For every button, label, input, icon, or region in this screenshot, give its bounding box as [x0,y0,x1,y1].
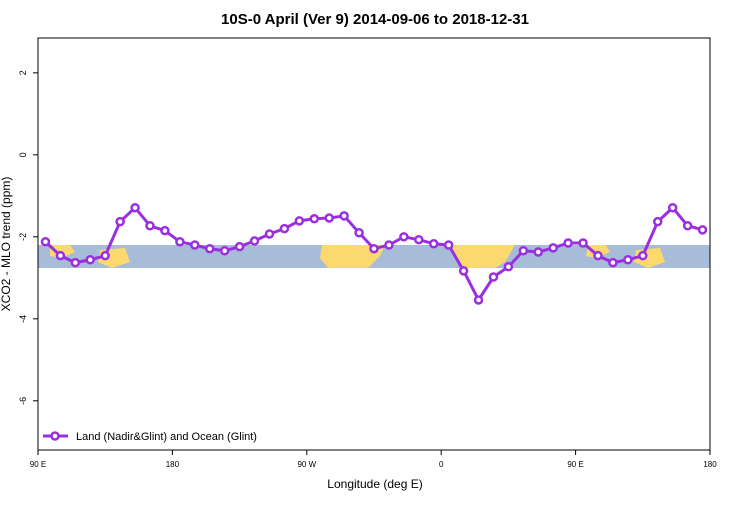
x-tick-label: 180 [703,460,717,469]
point [175,236,185,247]
point [190,240,200,250]
point [354,227,364,238]
point [623,255,633,265]
y-tick-label: -4 [18,315,28,323]
legend-marker [50,431,60,441]
point [145,221,155,231]
point [100,250,110,261]
point [70,257,81,268]
x-tick-label: 180 [166,460,180,469]
point [85,255,96,265]
point [458,266,469,276]
point [533,247,544,257]
x-tick-label: 90 W [297,460,316,469]
point [40,236,51,247]
plot-frame [37,37,711,451]
point [488,272,499,282]
point [563,238,573,248]
point [279,223,290,234]
point [55,250,66,261]
land [50,245,130,268]
point [339,211,349,221]
x-tick-label: 0 [439,460,444,469]
point [414,234,424,245]
point [608,257,618,268]
point [578,238,588,248]
point [219,246,230,256]
y-tick-label: 0 [18,152,28,157]
point [309,214,320,224]
point [249,236,260,246]
legend-label: Land (Nadir&Glint) and Ocean (Glint) [76,431,257,443]
point [130,202,140,213]
point [384,240,394,250]
point [473,295,484,305]
land [452,245,515,268]
x-axis-label: Longitude (deg E) [327,477,422,491]
point [160,225,170,236]
point [428,239,439,249]
x-tick-label: 90 E [567,460,583,469]
point [115,216,125,227]
x-tick-label: 90 E [30,460,46,469]
point [682,221,693,231]
y-tick-label: -6 [18,397,28,405]
point [593,250,603,261]
point [204,243,215,254]
y-axis-label: XCO2 - MLO trend (ppm) [0,177,13,312]
chart-title: 10S-0 April (Ver 9) 2014-09-06 to 2018-1… [221,11,529,28]
point [503,262,514,272]
point [294,216,305,226]
point [697,225,708,235]
point [638,250,648,261]
point [548,243,558,253]
land [320,245,385,268]
point [518,246,529,256]
point [652,216,663,227]
point [667,202,678,213]
point [324,213,334,223]
point [369,243,379,254]
y-tick-label: -2 [18,233,28,241]
point [264,229,275,239]
y-tick-label: 2 [18,70,28,75]
point [234,241,245,252]
point [399,232,409,242]
point [443,240,454,250]
